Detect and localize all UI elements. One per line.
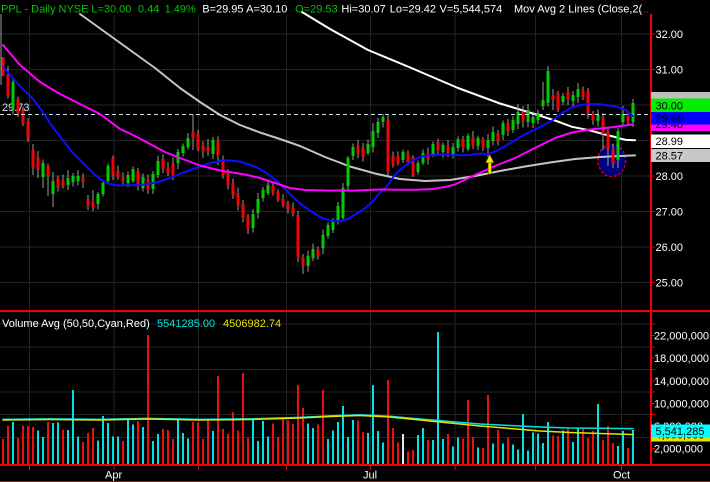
svg-text:29.66: 29.66 bbox=[656, 113, 684, 125]
svg-text:5541285.00: 5541285.00 bbox=[157, 318, 215, 330]
svg-text:31.00: 31.00 bbox=[656, 64, 684, 76]
svg-text:Jul: Jul bbox=[363, 470, 377, 482]
svg-text:28.00: 28.00 bbox=[656, 171, 684, 183]
svg-text:2,000,000: 2,000,000 bbox=[654, 444, 703, 456]
svg-text:27.00: 27.00 bbox=[656, 206, 684, 218]
svg-text:Lo=29.42: Lo=29.42 bbox=[390, 4, 436, 16]
svg-text:28.99: 28.99 bbox=[656, 136, 684, 148]
svg-text:22,000,000: 22,000,000 bbox=[654, 331, 709, 343]
svg-text:NYSE: NYSE bbox=[59, 4, 89, 16]
svg-text:25.00: 25.00 bbox=[656, 277, 684, 289]
svg-text:5,541,285: 5,541,285 bbox=[656, 426, 705, 438]
svg-text:29.73: 29.73 bbox=[2, 102, 30, 114]
svg-text:Hi=30.07: Hi=30.07 bbox=[341, 4, 385, 16]
svg-text:PPL - Daily: PPL - Daily bbox=[1, 4, 56, 16]
svg-text:26.00: 26.00 bbox=[656, 242, 684, 254]
svg-text:32.00: 32.00 bbox=[656, 29, 684, 41]
svg-text:O=29.53: O=29.53 bbox=[295, 4, 338, 16]
svg-text:Mov Avg 2 Lines (Close,2(: Mov Avg 2 Lines (Close,2( bbox=[514, 4, 643, 16]
svg-text:4506982.74: 4506982.74 bbox=[223, 318, 281, 330]
svg-text:18,000,000: 18,000,000 bbox=[654, 353, 709, 365]
svg-text:Volume Avg (50,50,Cyan,Red): Volume Avg (50,50,Cyan,Red) bbox=[2, 318, 150, 330]
svg-text:Oct: Oct bbox=[613, 470, 630, 482]
svg-text:A=30.10: A=30.10 bbox=[246, 4, 287, 16]
svg-text:28.57: 28.57 bbox=[656, 150, 684, 162]
svg-text:30.00: 30.00 bbox=[656, 100, 684, 112]
svg-text:B=29.95: B=29.95 bbox=[202, 4, 243, 16]
svg-text:10,000,000: 10,000,000 bbox=[654, 398, 709, 410]
svg-text:L=30.00: L=30.00 bbox=[91, 4, 131, 16]
svg-text:V=5,544,574: V=5,544,574 bbox=[440, 4, 503, 16]
svg-text:0.44: 0.44 bbox=[138, 4, 159, 16]
svg-text:...: ... bbox=[640, 4, 649, 16]
svg-text:Apr: Apr bbox=[105, 470, 122, 482]
svg-text:1.49%: 1.49% bbox=[165, 4, 196, 16]
svg-text:14,000,000: 14,000,000 bbox=[654, 376, 709, 388]
